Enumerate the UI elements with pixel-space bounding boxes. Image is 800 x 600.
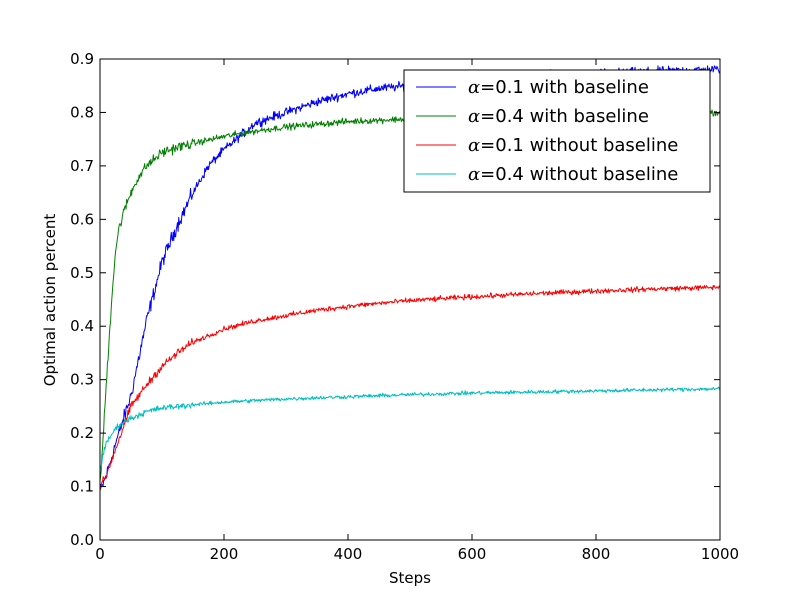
y-tick-label: 0.5 [70, 264, 94, 282]
legend-label: α=0.4 with baseline [468, 106, 649, 127]
x-tick-label: 1000 [701, 545, 739, 563]
legend-label: α=0.1 without baseline [468, 135, 678, 156]
axis-ticks: 0 200 400 600 800 1000 0.0 0.1 0.2 0.3 0.4 0.5 0.6 0.… [70, 50, 739, 563]
series-line-3 [99, 284, 721, 490]
y-tick-label: 0.7 [70, 157, 94, 175]
y-tick-label: 0.9 [70, 50, 94, 68]
legend-label: α=0.1 with baseline [468, 77, 649, 98]
x-tick-label: 800 [582, 545, 611, 563]
legend: α=0.1 with baseline α=0.4 with baseline α=… [403, 69, 711, 193]
legend-label: α=0.4 without baseline [468, 164, 678, 185]
y-tick-label: 0.0 [70, 531, 94, 549]
x-axis-label: Steps [389, 569, 431, 587]
y-tick-label: 0.3 [70, 371, 94, 389]
plot-frame [99, 58, 721, 541]
x-tick-label: 600 [458, 545, 487, 563]
y-tick-label: 0.2 [70, 424, 94, 442]
x-tick-label: 200 [210, 545, 239, 563]
y-tick-label: 0.6 [70, 210, 94, 228]
series-line-4 [99, 386, 721, 471]
y-axis-label: Optimal action percent [41, 214, 59, 387]
y-tick-label: 0.8 [70, 103, 94, 121]
y-tick-label: 0.4 [70, 317, 94, 335]
x-tick-label: 0 [95, 545, 105, 563]
y-tick-label: 0.1 [70, 478, 94, 496]
legend-box [403, 69, 711, 193]
x-tick-label: 400 [334, 545, 363, 563]
